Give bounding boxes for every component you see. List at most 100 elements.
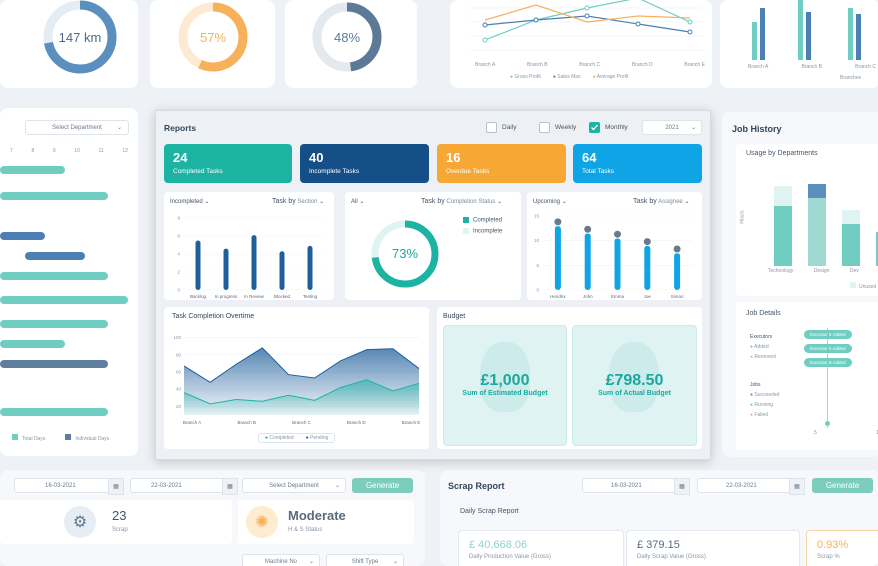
y-tick-label: 100 <box>173 335 181 340</box>
period-daily[interactable]: Daily <box>486 122 516 133</box>
daily-checkbox[interactable] <box>486 122 497 133</box>
avatar <box>553 217 563 227</box>
bar <box>307 245 313 290</box>
kpi-label: Overdue Tasks <box>446 168 490 175</box>
legend-average-profit: ● Average Profit <box>592 74 629 80</box>
chevron-down-icon: ⌄ <box>497 199 503 205</box>
avatar <box>672 244 682 254</box>
bar <box>644 245 651 290</box>
kpi-total[interactable]: 64 Total Tasks <box>573 144 702 183</box>
weekly-checkbox[interactable] <box>539 122 550 133</box>
weekly-label: Weekly <box>555 124 577 132</box>
x-label: Technology <box>768 268 794 274</box>
event-chip: Executor 6 Added <box>804 330 852 339</box>
legend-total-days: Total Days <box>12 434 45 442</box>
monthly-checkbox[interactable] <box>589 122 600 133</box>
assignee-group-select[interactable]: Task by Assignee ⌄ <box>633 198 690 205</box>
legend-succeeded: ● Succeeded <box>750 392 780 398</box>
period-weekly[interactable]: Weekly <box>539 122 576 133</box>
metric-scrap-percent: 0.93% Scrap % <box>806 530 878 566</box>
department-select[interactable]: Select Department ⌄ <box>25 120 129 135</box>
progress-ring-slate <box>312 2 382 72</box>
generate-button[interactable]: Generate <box>352 478 413 493</box>
metric-value: £ 379.15 <box>637 539 680 551</box>
bar <box>195 240 201 290</box>
x-label: Branch D <box>631 62 653 68</box>
x-tick-label: In progress <box>215 294 238 299</box>
top-line-chart-card: Branch A Branch B Branch C Branch D Bran… <box>450 0 712 88</box>
shift-select[interactable]: Shift Type ⌄ <box>326 554 404 566</box>
assignee-filter[interactable]: Upcoming ⌄ <box>533 199 567 205</box>
x-tick-label: Emma <box>611 294 624 299</box>
machine-label: Machine No <box>264 558 297 565</box>
date-to-field[interactable]: 22-03-2021 ▦ <box>130 478 238 495</box>
kpi-overdue[interactable]: 16 Overdue Tasks <box>437 144 566 183</box>
metric-scrap-value: £ 379.15 Daily Scrap Value (Gross) <box>626 530 800 566</box>
bar <box>279 251 285 290</box>
date-from-field[interactable]: 16-03-2021 ▦ <box>14 478 124 495</box>
tick: 9 <box>52 148 56 154</box>
x-tick-label: Blocked <box>274 294 291 299</box>
section-filter[interactable]: Incompleted ⌄ <box>170 199 210 205</box>
date-to-value: 22-03-2021 <box>151 482 182 489</box>
avatar <box>642 237 652 247</box>
job-history-title: Job History <box>732 124 782 134</box>
machine-select[interactable]: Machine No ⌄ <box>242 554 320 566</box>
scrap-report-card: Scrap Report 16-03-2021 ▦ 22-03-2021 ▦ G… <box>440 470 878 566</box>
distance-label: 147 km <box>58 30 102 45</box>
kpi-value: 64 <box>582 150 597 165</box>
completion-percent: 73% <box>391 246 419 261</box>
section-group-select[interactable]: Task by Section ⌄ <box>272 198 325 205</box>
scrap-date-from[interactable]: 16-03-2021 ▦ <box>582 478 690 495</box>
y-tick-label: 80 <box>176 352 182 357</box>
chevron-down-icon: ⌄ <box>690 125 696 131</box>
section-chart-panel: Incompleted ⌄ Task by Section ⌄ 0 2 4 6 8 Bac… <box>164 192 334 300</box>
completion-area-chart: 20 40 60 80 100 Branch A Branch B Branch C Branc… <box>173 335 420 425</box>
usage-x-labels: Technology Design Dev Op <box>768 268 878 274</box>
budget-title: Budget <box>443 313 466 320</box>
legend-incomplete: Incomplete <box>463 228 502 235</box>
scrap-generate-button[interactable]: Generate <box>812 478 873 493</box>
chevron-down-icon: ⌄ <box>116 125 122 131</box>
kpi-value: 16 <box>446 150 461 165</box>
kpi-completed[interactable]: 24 Completed Tasks <box>164 144 292 183</box>
x-label: Branch C <box>579 62 601 68</box>
year-select[interactable]: 2021 ⌄ <box>642 120 702 135</box>
gantt-bar <box>0 166 65 174</box>
x-label: Design <box>813 268 830 274</box>
y-tick-label: 0 <box>177 288 180 293</box>
kpi-incomplete[interactable]: 40 Incomplete Tasks <box>300 144 429 183</box>
calendar-icon: ▦ <box>222 478 238 495</box>
y-tick-label: 2 <box>177 270 180 275</box>
area-fill <box>184 379 419 415</box>
x-tick-label: Backlog <box>190 294 207 299</box>
period-monthly[interactable]: Monthly <box>589 122 628 133</box>
department-select-label: Select Department <box>52 124 102 131</box>
job-details-panel: Job Details Executors ● Added ● Removed … <box>736 302 878 450</box>
chevron-down-icon: ⌄ <box>359 199 365 205</box>
legend-individual-days: Individual Days <box>65 434 109 442</box>
date-from-value: 16-03-2021 <box>45 482 76 489</box>
date-to-value: 22-03-2021 <box>726 482 757 489</box>
metric-label: Daily Production Value (Gross) <box>469 554 551 560</box>
monthly-label: Monthly <box>605 124 628 132</box>
legend-removed: ● Removed <box>750 354 776 360</box>
x-tick-label: Hendrix <box>550 294 566 299</box>
gantt-legend: Total Days Individual Days <box>12 434 109 442</box>
group-label: Executors <box>750 334 773 340</box>
shift-label: Shift Type <box>351 558 379 565</box>
y-tick-label: 5 <box>536 263 539 268</box>
scrap-date-to[interactable]: 22-03-2021 ▦ <box>697 478 805 495</box>
status-group-select[interactable]: Task by Completion Status ⌄ <box>421 198 503 205</box>
gantt-bar <box>0 320 108 328</box>
executors-group: Executors ● Added ● Removed <box>750 332 776 362</box>
top-ring-card-3: 48% <box>285 0 417 88</box>
scrap-report-title: Scrap Report <box>448 481 505 491</box>
y-tick-label: 8 <box>177 216 180 221</box>
top-right-bar-card: Branch A Branch B Branch C Branches <box>720 0 878 88</box>
gear-icon: ⚙ <box>64 506 96 538</box>
status-filter[interactable]: All ⌄ <box>351 199 365 205</box>
status-chart-panel: All ⌄ Task by Completion Status ⌄ 73% Co… <box>345 192 521 300</box>
department-select[interactable]: Select Department ⌄ <box>242 478 346 493</box>
event-dot <box>825 421 830 426</box>
